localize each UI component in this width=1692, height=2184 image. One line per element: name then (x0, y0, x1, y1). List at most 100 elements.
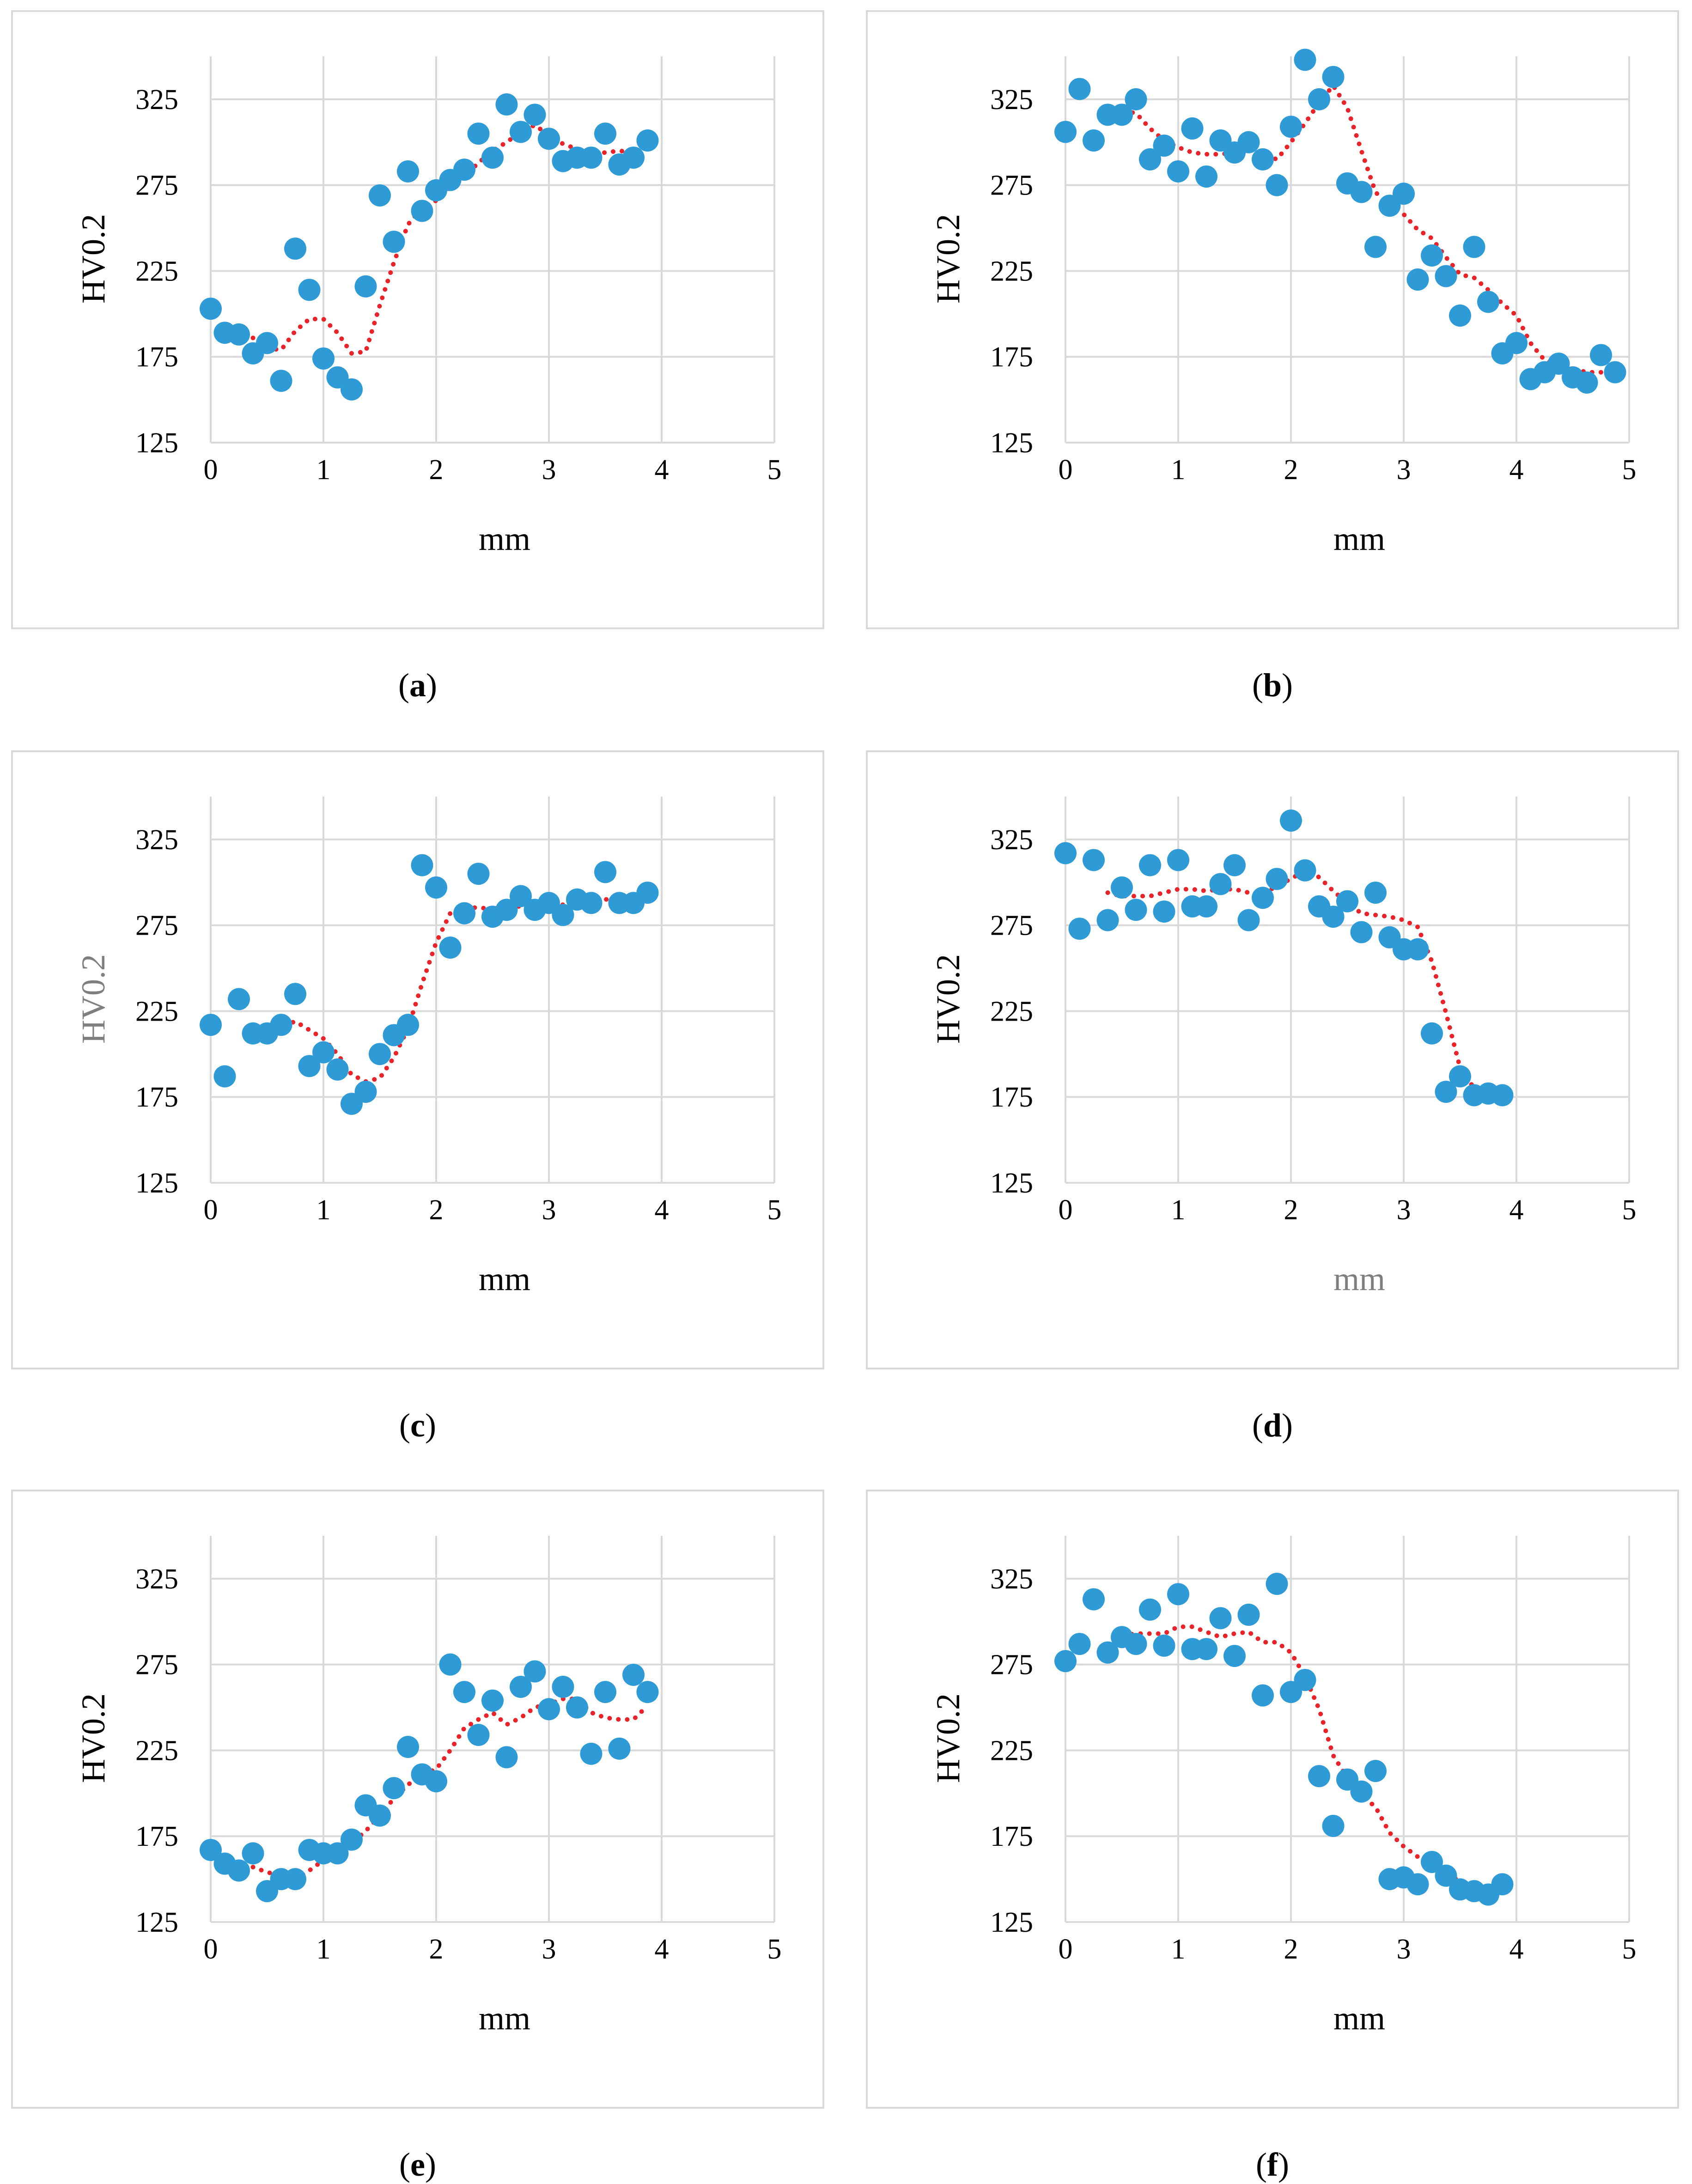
trendline (1105, 83, 1618, 375)
data-point (1463, 236, 1485, 258)
y-axis-label: HV0.2 (75, 1693, 112, 1783)
panel-caption: (c) (11, 1406, 824, 1445)
data-point (495, 899, 518, 921)
data-point (383, 1777, 405, 1800)
chart-panel-f: 0 1 2 3 4 5 125 175 225 275 325 mm HV0.2 (f) (866, 1490, 1681, 2183)
x-tick-label: 1 (1171, 1194, 1186, 1226)
data-point (1547, 353, 1570, 375)
data-point (1252, 148, 1274, 170)
y-axis-label: HV0.2 (930, 954, 967, 1044)
data-point (1604, 361, 1626, 383)
data-point (1322, 66, 1345, 88)
data-point (580, 1742, 603, 1765)
data-point (1294, 859, 1316, 882)
data-point (1266, 174, 1288, 196)
data-point (312, 347, 335, 370)
data-point (1590, 344, 1612, 366)
chart-panel-d: 0 1 2 3 4 5 125 175 225 275 325 mm HV0.2 (d) (866, 750, 1681, 1444)
data-point (622, 1663, 645, 1686)
data-point (411, 854, 433, 876)
data-point (1139, 854, 1161, 876)
caption-close-paren: ) (1282, 667, 1293, 704)
data-point (1181, 117, 1204, 140)
y-tick-label: 175 (990, 1082, 1033, 1113)
y-tick-label: 325 (135, 1563, 178, 1595)
data-point (312, 1041, 335, 1064)
y-axis-label: HV0.2 (930, 1693, 967, 1783)
data-point (467, 863, 490, 885)
data-point (242, 1842, 264, 1865)
data-point (397, 160, 419, 183)
data-point (1096, 909, 1119, 931)
x-tick-label: 3 (542, 454, 556, 486)
data-point (425, 876, 447, 899)
data-point (341, 378, 363, 401)
panel-caption: (e) (11, 2146, 824, 2184)
data-point (594, 861, 616, 883)
y-tick-label: 275 (990, 170, 1033, 201)
data-point (467, 122, 490, 145)
caption-letter: c (410, 1407, 425, 1444)
data-point (1350, 1780, 1373, 1803)
data-point (1223, 854, 1246, 876)
data-point (1068, 1633, 1091, 1655)
data-point (298, 279, 321, 301)
x-tick-label: 4 (655, 454, 669, 486)
caption-open-paren: ( (1252, 667, 1263, 704)
x-axis-label: mm (1333, 520, 1385, 557)
y-tick-label: 125 (990, 1168, 1033, 1199)
y-tick-label: 125 (135, 1168, 178, 1199)
data-point (1266, 1573, 1288, 1595)
y-tick-label: 175 (990, 1821, 1033, 1852)
panel-caption: (d) (866, 1406, 1679, 1445)
x-tick-label: 2 (1284, 454, 1298, 486)
chart-frame (11, 1490, 824, 2109)
chart-plot: 0 1 2 3 4 5 125 175 225 275 325 mm HV0.2 (75, 797, 782, 1297)
panel-caption: (a) (11, 666, 824, 705)
x-tick-label: 2 (1284, 1194, 1298, 1226)
caption-letter: e (410, 2146, 425, 2183)
x-tick-label: 5 (767, 1194, 782, 1226)
caption-letter: d (1263, 1407, 1282, 1444)
data-point (354, 1081, 377, 1103)
y-tick-label: 275 (135, 170, 178, 201)
data-point (1364, 1760, 1387, 1782)
y-tick-label: 325 (990, 84, 1033, 116)
y-tick-label: 325 (135, 84, 178, 116)
data-point (270, 370, 292, 392)
data-point (284, 1868, 306, 1891)
caption-close-paren: ) (426, 667, 437, 704)
data-point (523, 1660, 546, 1683)
y-tick-label: 275 (990, 1649, 1033, 1681)
data-point (1125, 899, 1147, 921)
caption-close-paren: ) (1278, 2146, 1289, 2183)
x-tick-label: 1 (316, 454, 331, 486)
panel-caption: (f) (866, 2146, 1679, 2184)
data-point (1139, 1598, 1161, 1621)
data-point (1435, 265, 1457, 287)
x-tick-label: 0 (204, 1934, 218, 1965)
data-point (538, 128, 560, 150)
data-point (200, 1838, 222, 1861)
data-point (1393, 183, 1415, 205)
data-point (538, 1698, 560, 1721)
data-point (580, 892, 603, 914)
data-point (636, 129, 659, 152)
data-point (1111, 103, 1133, 126)
data-point (510, 121, 532, 143)
chart-frame (866, 10, 1679, 629)
data-point (1491, 1084, 1514, 1107)
data-point (326, 1058, 349, 1081)
caption-open-paren: ( (399, 2146, 411, 2183)
data-point (354, 275, 377, 298)
data-point (1350, 181, 1373, 203)
caption-open-paren: ( (1252, 1407, 1263, 1444)
data-point (552, 904, 574, 926)
x-tick-label: 0 (1059, 1934, 1073, 1965)
y-tick-label: 225 (990, 256, 1033, 287)
chart-panel-b: 0 1 2 3 4 5 125 175 225 275 325 mm HV0.2 (b) (866, 10, 1681, 704)
caption-open-paren: ( (1256, 2146, 1267, 2183)
y-tick-label: 325 (990, 1563, 1033, 1595)
data-point (594, 122, 616, 145)
caption-close-paren: ) (425, 1407, 436, 1444)
